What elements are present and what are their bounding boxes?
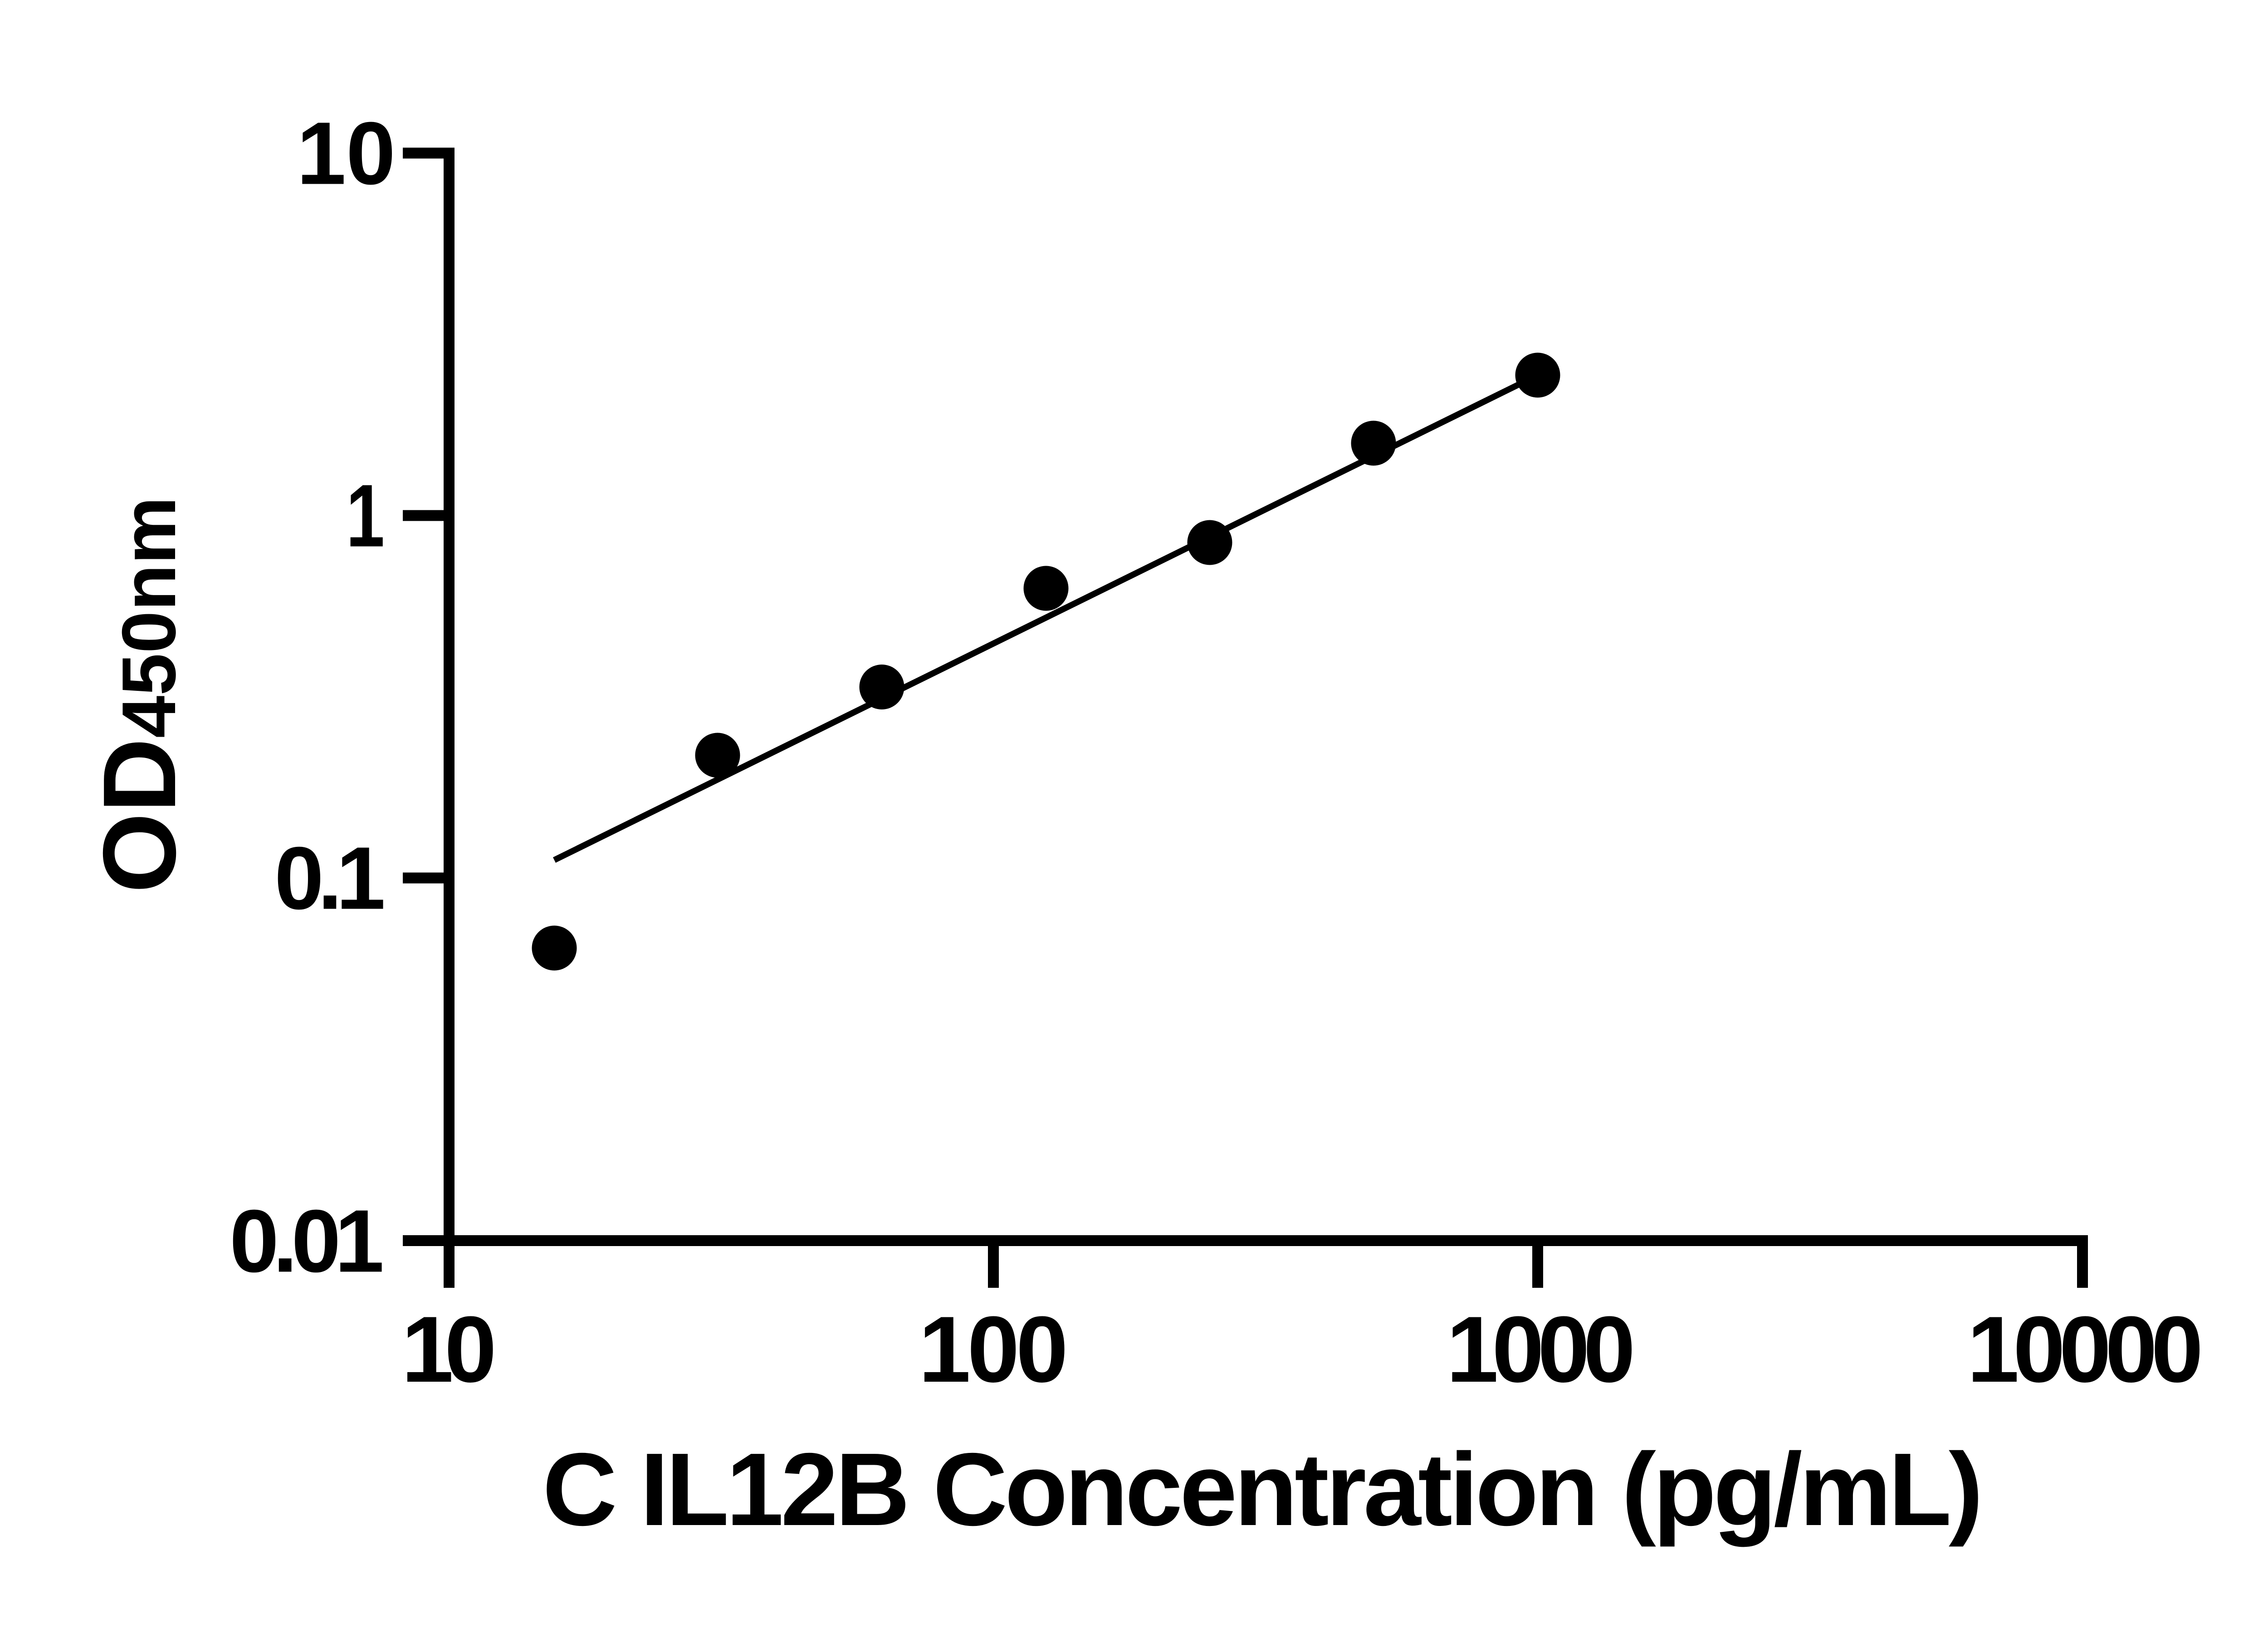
svg-text:100: 100	[919, 1297, 1068, 1402]
svg-text:1: 1	[346, 466, 385, 566]
svg-text:C IL12B Concentration (pg/mL): C IL12B Concentration (pg/mL)	[543, 1432, 1983, 1547]
svg-text:0.01: 0.01	[230, 1192, 384, 1291]
svg-text:10000: 10000	[1967, 1297, 2204, 1402]
svg-text:10: 10	[401, 1297, 497, 1402]
svg-text:1000: 1000	[1447, 1297, 1636, 1402]
svg-text:0.1: 0.1	[274, 829, 386, 928]
svg-text:10: 10	[297, 104, 396, 203]
